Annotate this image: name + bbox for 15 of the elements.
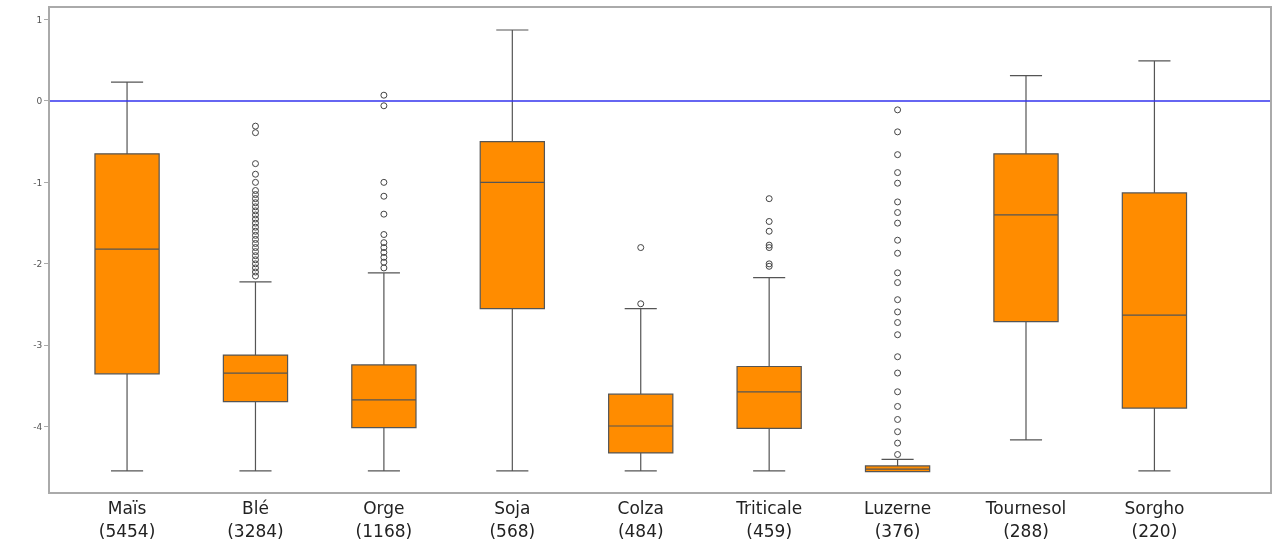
x-tick-label: Colza (484) — [617, 498, 664, 541]
x-tick-label: Maïs (5454) — [98, 498, 156, 541]
y-tick-label: -3 — [33, 340, 43, 351]
y-tick-label: -4 — [33, 421, 43, 432]
x-tick-label: Soja (568) — [489, 498, 536, 541]
x-tick-label: Triticale (459) — [735, 498, 803, 541]
y-tick-label: -1 — [33, 177, 43, 188]
x-tick-label: Tournesol (288) — [984, 498, 1067, 541]
x-tick-label: Blé (3284) — [227, 498, 284, 541]
y-tick-label: 1 — [36, 14, 43, 25]
y-tick-label: 0 — [36, 96, 43, 107]
x-tick-label: Luzerne (376) — [863, 498, 932, 541]
x-tick-label: Sorgho (220) — [1124, 498, 1185, 541]
x-tick-label: Orge (1168) — [355, 498, 413, 541]
y-tick-label: -2 — [33, 259, 43, 269]
